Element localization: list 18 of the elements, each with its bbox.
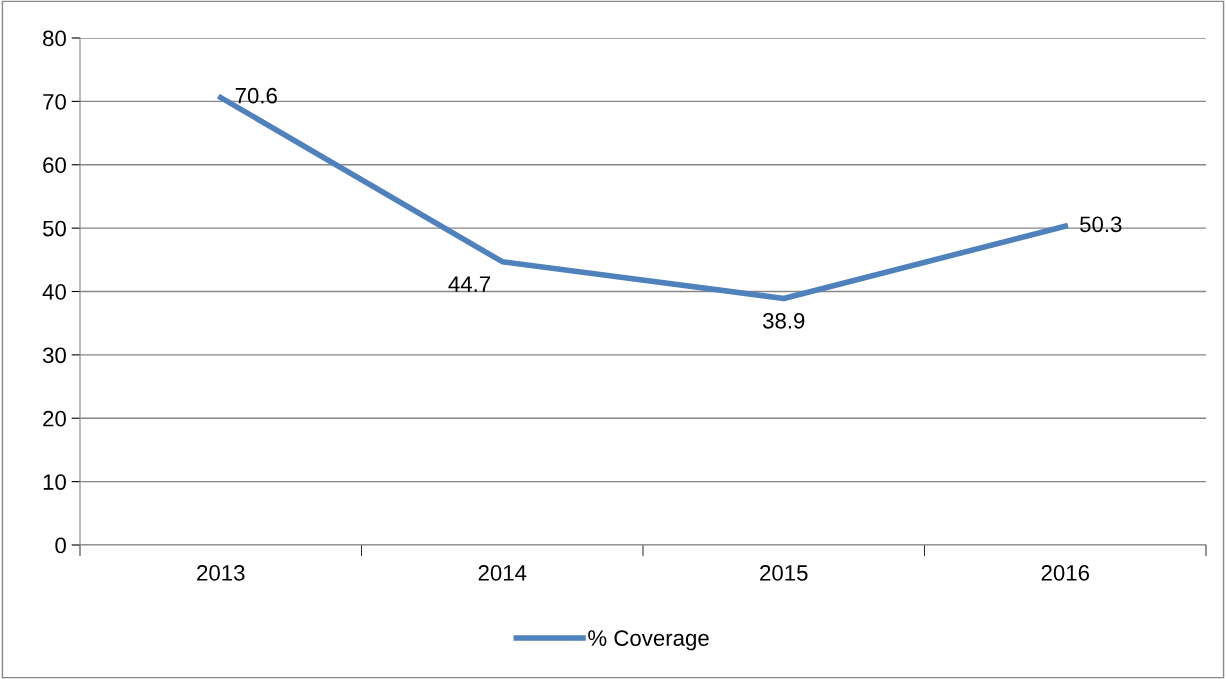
y-tick-label: 40 bbox=[42, 284, 66, 300]
x-tick-label: 2015 bbox=[760, 565, 808, 581]
y-tick-label: 30 bbox=[42, 347, 66, 364]
y-tick-label: 70 bbox=[43, 93, 66, 110]
y-tick-label: 60 bbox=[43, 157, 66, 174]
x-tick-label: 2013 bbox=[197, 565, 245, 581]
y-tick-label: 0 bbox=[55, 537, 66, 554]
legend-label: % Coverage bbox=[588, 630, 709, 651]
y-tick-label: 20 bbox=[43, 410, 66, 427]
data-label: 70.6 bbox=[235, 87, 277, 104]
y-tick-label: 50 bbox=[42, 220, 66, 237]
data-label: 50.3 bbox=[1080, 216, 1122, 233]
data-label: 38.9 bbox=[762, 312, 805, 329]
x-tick-label: 2014 bbox=[478, 565, 527, 581]
data-label: 44.7 bbox=[448, 276, 491, 292]
x-tick-label: 2016 bbox=[1041, 565, 1089, 581]
y-tick-label: 10 bbox=[43, 474, 66, 490]
y-tick-label: 80 bbox=[43, 30, 66, 47]
